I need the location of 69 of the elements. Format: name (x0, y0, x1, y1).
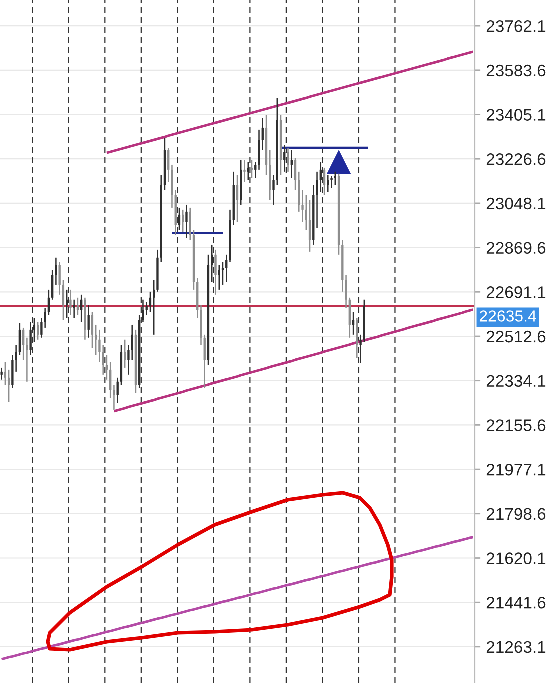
candlestick (80, 294, 83, 323)
candlestick (102, 344, 104, 376)
y-tick-label: 21620.1 (486, 552, 546, 564)
candlestick (189, 207, 192, 241)
candlestick (18, 322, 22, 356)
candlestick (36, 321, 40, 341)
candlestick (305, 194, 308, 231)
candlestick (55, 257, 58, 286)
y-tick-label: 22334.1 (486, 375, 546, 388)
candlestick (91, 311, 94, 349)
candlestick (149, 291, 152, 313)
candlestick (250, 159, 254, 179)
y-tick-label: 21441.6 (486, 597, 546, 609)
candlestick (287, 147, 290, 173)
line-series (0, 536, 474, 661)
y-tick-label: 23048.1 (486, 198, 546, 210)
candlestick (95, 324, 98, 356)
y-tick-label: 23583.6 (486, 64, 546, 77)
y-tick-label: 22155.6 (486, 420, 546, 432)
candlestick (124, 339, 126, 369)
candlestick (244, 159, 246, 183)
candlestick (106, 354, 108, 381)
candlestick (290, 149, 293, 179)
ref-line-label: 22635.4 (480, 310, 536, 322)
candlestick (26, 337, 28, 382)
candlestick (168, 147, 170, 183)
candlestick (327, 174, 330, 193)
line-series (112, 308, 474, 413)
candlestick (236, 174, 239, 223)
candlestick (272, 174, 275, 206)
line-series (106, 50, 474, 154)
y-tick-label: 21263.1 (486, 641, 546, 654)
candlestick (62, 279, 65, 321)
candlestick (294, 157, 297, 191)
y-tick-label: 23405.1 (486, 109, 546, 121)
candlestick (88, 304, 90, 339)
y-tick-label: 21977.1 (486, 464, 546, 476)
candlestick (146, 301, 148, 316)
candlestick (22, 327, 25, 361)
y-tick-label: 23762.1 (486, 20, 546, 32)
candlestick (330, 176, 333, 189)
candlestick (73, 299, 76, 319)
candlestick (110, 361, 112, 399)
candlestick (70, 289, 72, 316)
candlestick (131, 324, 134, 361)
candlestick (116, 377, 119, 404)
candlestick (153, 279, 156, 336)
candlestick (323, 167, 326, 196)
candlestick (4, 361, 7, 386)
candlestick (214, 249, 217, 296)
y-tick-label: 22691.1 (486, 286, 546, 298)
y-tick-label: 21798.6 (486, 508, 546, 520)
candlestick (186, 204, 188, 239)
candlestick (226, 254, 228, 283)
candlestick (262, 117, 264, 151)
candlestick (0, 367, 3, 381)
candlestick (113, 384, 116, 411)
candlestick (308, 199, 312, 253)
candlestick (58, 261, 61, 296)
candlestick (48, 289, 50, 316)
y-tick-label: 22869.6 (486, 242, 546, 254)
candlestick (51, 269, 54, 301)
candlestick (334, 171, 336, 186)
candlestick (76, 297, 80, 316)
candlestick (218, 264, 220, 291)
y-tick-label: 23226.6 (486, 154, 546, 166)
candlestick (222, 261, 224, 286)
y-tick-label: 22512.6 (486, 330, 546, 343)
candlestick (352, 311, 355, 336)
